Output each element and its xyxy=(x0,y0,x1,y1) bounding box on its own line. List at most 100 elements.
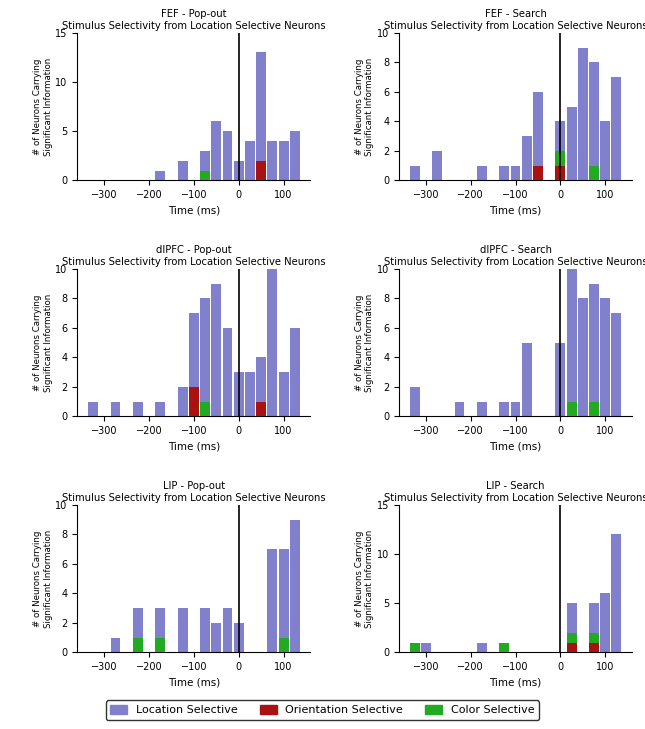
Bar xyxy=(499,165,510,180)
Bar xyxy=(178,160,188,180)
Bar xyxy=(567,106,577,180)
Title: LIP - Pop-out
Stimulus Selectivity from Location Selective Neurons: LIP - Pop-out Stimulus Selectivity from … xyxy=(62,481,326,503)
Bar xyxy=(212,623,221,652)
Bar xyxy=(567,402,577,416)
Bar xyxy=(279,372,288,416)
Bar xyxy=(268,269,277,416)
Bar xyxy=(567,269,577,416)
Bar xyxy=(432,151,442,180)
Bar xyxy=(499,643,510,652)
X-axis label: Time (ms): Time (ms) xyxy=(168,206,220,216)
Bar xyxy=(200,171,210,180)
Legend: Location Selective, Orientation Selective, Color Selective: Location Selective, Orientation Selectiv… xyxy=(106,701,539,720)
Bar xyxy=(189,313,199,416)
Bar xyxy=(110,638,121,652)
Bar xyxy=(268,141,277,180)
Bar xyxy=(200,402,210,416)
Bar xyxy=(567,604,577,652)
Bar xyxy=(290,520,300,652)
Bar xyxy=(600,121,610,180)
Y-axis label: # of Neurons Carrying
Significant Information: # of Neurons Carrying Significant Inform… xyxy=(355,294,374,391)
Bar xyxy=(245,372,255,416)
Bar xyxy=(522,136,531,180)
Bar xyxy=(155,171,165,180)
Bar xyxy=(223,608,232,652)
X-axis label: Time (ms): Time (ms) xyxy=(490,678,542,687)
Bar xyxy=(589,284,599,416)
Bar xyxy=(256,357,266,416)
Bar xyxy=(290,131,300,180)
Bar xyxy=(178,608,188,652)
Bar xyxy=(234,623,244,652)
Bar xyxy=(212,121,221,180)
Bar xyxy=(600,593,610,652)
Bar xyxy=(410,643,420,652)
Bar xyxy=(611,313,621,416)
Bar xyxy=(279,141,288,180)
Title: dlPFC - Search
Stimulus Selectivity from Location Selective Neurons: dlPFC - Search Stimulus Selectivity from… xyxy=(384,245,645,267)
Title: LIP - Search
Stimulus Selectivity from Location Selective Neurons: LIP - Search Stimulus Selectivity from L… xyxy=(384,481,645,503)
Bar xyxy=(600,298,610,416)
Bar xyxy=(522,343,531,416)
Title: dlPFC - Pop-out
Stimulus Selectivity from Location Selective Neurons: dlPFC - Pop-out Stimulus Selectivity fro… xyxy=(62,245,326,267)
Bar xyxy=(410,165,420,180)
Bar xyxy=(578,47,588,180)
Bar xyxy=(611,77,621,180)
X-axis label: Time (ms): Time (ms) xyxy=(490,206,542,216)
Bar xyxy=(110,402,121,416)
Bar xyxy=(290,328,300,416)
Bar xyxy=(511,165,521,180)
Bar xyxy=(477,165,487,180)
Bar xyxy=(589,402,599,416)
Bar xyxy=(279,638,288,652)
Bar xyxy=(555,165,565,180)
Bar xyxy=(223,328,232,416)
Title: FEF - Pop-out
Stimulus Selectivity from Location Selective Neurons: FEF - Pop-out Stimulus Selectivity from … xyxy=(62,9,326,31)
Bar xyxy=(567,633,577,643)
Y-axis label: # of Neurons Carrying
Significant Information: # of Neurons Carrying Significant Inform… xyxy=(34,529,53,628)
Bar xyxy=(256,402,266,416)
Bar xyxy=(155,638,165,652)
Bar xyxy=(410,643,420,652)
X-axis label: Time (ms): Time (ms) xyxy=(168,442,220,452)
Bar xyxy=(200,151,210,180)
Bar xyxy=(421,643,431,652)
Bar xyxy=(234,372,244,416)
Bar xyxy=(212,284,221,416)
Bar xyxy=(578,298,588,416)
Bar xyxy=(511,402,521,416)
Bar xyxy=(477,643,487,652)
Bar xyxy=(133,608,143,652)
Bar xyxy=(477,402,487,416)
Bar xyxy=(611,534,621,652)
Bar xyxy=(533,165,543,180)
Bar xyxy=(256,52,266,180)
Bar xyxy=(555,121,565,180)
Bar xyxy=(499,643,510,652)
Bar xyxy=(256,160,266,180)
Bar xyxy=(567,643,577,652)
Bar xyxy=(200,298,210,416)
Bar xyxy=(178,387,188,416)
Y-axis label: # of Neurons Carrying
Significant Information: # of Neurons Carrying Significant Inform… xyxy=(355,58,374,156)
Bar xyxy=(155,608,165,652)
Bar xyxy=(533,92,543,180)
Bar xyxy=(133,402,143,416)
Bar xyxy=(589,633,599,643)
X-axis label: Time (ms): Time (ms) xyxy=(168,678,220,687)
Bar xyxy=(589,165,599,180)
Y-axis label: # of Neurons Carrying
Significant Information: # of Neurons Carrying Significant Inform… xyxy=(355,529,374,628)
Bar xyxy=(589,62,599,180)
Bar xyxy=(268,549,277,652)
Bar xyxy=(200,608,210,652)
Bar xyxy=(555,343,565,416)
Bar xyxy=(88,402,98,416)
Bar xyxy=(499,402,510,416)
Y-axis label: # of Neurons Carrying
Significant Information: # of Neurons Carrying Significant Inform… xyxy=(33,58,52,156)
Bar xyxy=(189,387,199,416)
Title: FEF - Search
Stimulus Selectivity from Location Selective Neurons: FEF - Search Stimulus Selectivity from L… xyxy=(384,9,645,31)
Bar xyxy=(555,151,565,165)
Bar xyxy=(245,141,255,180)
Bar xyxy=(155,402,165,416)
Bar xyxy=(589,643,599,652)
